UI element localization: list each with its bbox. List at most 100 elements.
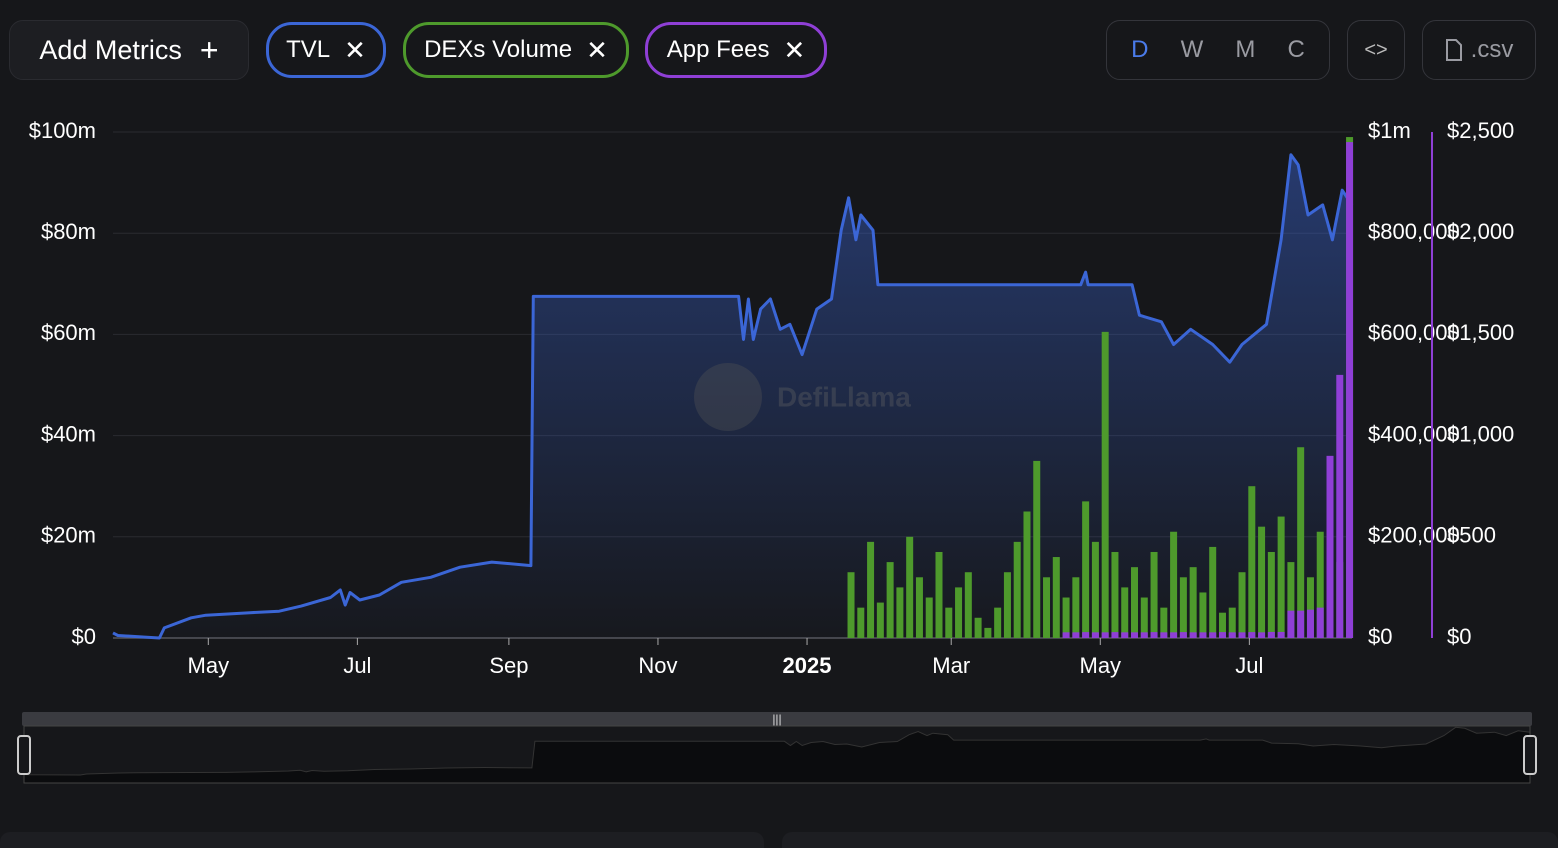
x-tick-label: Sep bbox=[489, 653, 528, 678]
bar bbox=[1062, 597, 1070, 638]
brush-handle-bar[interactable] bbox=[22, 712, 1532, 726]
y-tick-label: $80m bbox=[41, 219, 96, 244]
bar bbox=[925, 597, 933, 638]
bar bbox=[1248, 486, 1256, 638]
bar bbox=[1121, 587, 1129, 638]
remove-icon[interactable]: ✕ bbox=[586, 34, 608, 65]
y3-tick-label: $500 bbox=[1447, 523, 1496, 548]
bar bbox=[1052, 557, 1060, 638]
bar bbox=[964, 572, 972, 638]
y3-tick-label: $1,500 bbox=[1447, 320, 1514, 345]
remove-icon[interactable]: ✕ bbox=[783, 34, 806, 65]
bar bbox=[1189, 567, 1197, 638]
bar bbox=[857, 607, 865, 638]
legend-app-fees[interactable]: App Fees ✕ bbox=[645, 22, 827, 78]
bar bbox=[1218, 632, 1226, 638]
y2-tick-label: $1m bbox=[1368, 118, 1411, 143]
y-tick-label: $0 bbox=[72, 624, 96, 649]
panel bbox=[0, 832, 764, 848]
csv-button[interactable]: .csv bbox=[1422, 20, 1536, 80]
bar bbox=[1160, 632, 1168, 638]
y3-tick-label: $0 bbox=[1447, 624, 1471, 649]
bar bbox=[1170, 531, 1178, 638]
bar bbox=[945, 607, 953, 638]
y2-tick-label: $600,000 bbox=[1368, 320, 1460, 345]
bar bbox=[1111, 551, 1119, 638]
bar bbox=[1228, 607, 1236, 638]
tvl-area bbox=[113, 154, 1352, 639]
legend-label: TVL bbox=[286, 36, 331, 63]
bar bbox=[1248, 632, 1256, 638]
bar bbox=[935, 551, 943, 638]
bar bbox=[1023, 511, 1031, 638]
x-tick-label: Mar bbox=[932, 653, 970, 678]
bar bbox=[1209, 546, 1217, 638]
bar bbox=[1131, 567, 1139, 638]
x-tick-label: Jul bbox=[343, 653, 371, 678]
bar bbox=[994, 607, 1002, 638]
bar bbox=[906, 536, 914, 638]
y3-tick-label: $1,000 bbox=[1447, 421, 1514, 446]
bar bbox=[1218, 612, 1226, 638]
legend-tvl[interactable]: TVL ✕ bbox=[266, 22, 386, 78]
bar bbox=[1267, 551, 1275, 638]
bar bbox=[1199, 632, 1207, 638]
bar bbox=[1082, 501, 1090, 638]
bar bbox=[1033, 460, 1041, 638]
bar bbox=[1072, 577, 1080, 638]
legend-label: DEXs Volume bbox=[424, 36, 573, 63]
bar bbox=[1091, 632, 1099, 638]
legend-label: App Fees bbox=[666, 36, 770, 63]
x-tick-label: 2025 bbox=[783, 653, 832, 678]
bar bbox=[1287, 610, 1295, 638]
bar bbox=[1287, 562, 1295, 638]
granularity-button[interactable]: M bbox=[1235, 36, 1256, 63]
bar bbox=[1316, 607, 1324, 638]
y2-tick-label: $400,000 bbox=[1368, 421, 1460, 446]
bar bbox=[1306, 609, 1314, 638]
bar bbox=[1072, 632, 1080, 638]
embed-button[interactable]: <> bbox=[1347, 20, 1405, 80]
bar bbox=[886, 562, 894, 638]
y3-tick-label: $2,500 bbox=[1447, 118, 1514, 143]
add-metrics-label: Add Metrics bbox=[39, 34, 182, 65]
legend-dex-volume[interactable]: DEXs Volume ✕ bbox=[403, 22, 629, 78]
bar bbox=[1306, 577, 1314, 638]
y-tick-label: $20m bbox=[41, 523, 96, 548]
bar bbox=[1238, 572, 1246, 638]
bar bbox=[955, 587, 963, 638]
bar bbox=[1238, 632, 1246, 638]
csv-label: .csv bbox=[1470, 36, 1514, 63]
bar bbox=[974, 617, 982, 638]
bar bbox=[896, 587, 904, 638]
bar bbox=[1209, 632, 1217, 638]
remove-icon[interactable]: ✕ bbox=[344, 34, 366, 65]
brush-handle[interactable] bbox=[1523, 735, 1537, 775]
bar bbox=[876, 602, 884, 638]
granularity-button[interactable]: W bbox=[1180, 36, 1204, 63]
bar bbox=[1336, 374, 1344, 638]
bar bbox=[915, 577, 923, 638]
bar bbox=[1101, 632, 1109, 638]
bar bbox=[1258, 632, 1266, 638]
bar bbox=[1258, 526, 1266, 638]
bar bbox=[1131, 632, 1139, 638]
brush-preview bbox=[23, 726, 1531, 784]
bar bbox=[1297, 447, 1305, 638]
bar bbox=[1003, 572, 1011, 638]
add-metrics-button[interactable]: Add Metrics + bbox=[9, 20, 249, 80]
granularity-button[interactable]: C bbox=[1287, 36, 1305, 63]
bar bbox=[1179, 577, 1187, 638]
granularity-button[interactable]: D bbox=[1131, 36, 1149, 63]
bar bbox=[1179, 632, 1187, 638]
brush-handle[interactable] bbox=[17, 735, 31, 775]
brush-grip: ||| bbox=[772, 712, 781, 726]
bar bbox=[984, 627, 992, 638]
y-tick-label: $60m bbox=[41, 320, 96, 345]
y-tick-label: $100m bbox=[29, 118, 96, 143]
x-tick-label: Nov bbox=[638, 653, 677, 678]
bar bbox=[1160, 607, 1168, 638]
bar bbox=[1111, 632, 1119, 638]
